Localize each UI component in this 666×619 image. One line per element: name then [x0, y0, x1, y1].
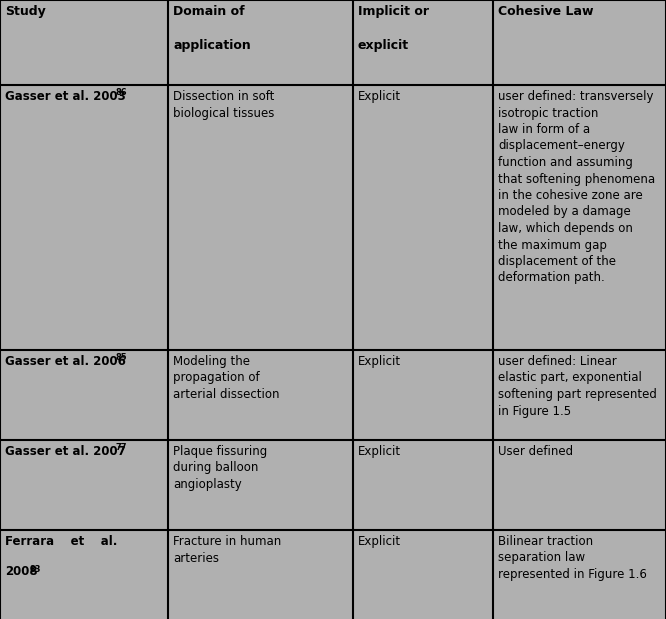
Text: user defined: transversely
isotropic traction
law in form of a
displacement–ener: user defined: transversely isotropic tra…: [498, 90, 655, 285]
Text: Study: Study: [5, 5, 46, 18]
Text: user defined: Linear
elastic part, exponential
softening part represented
in Fig: user defined: Linear elastic part, expon…: [498, 355, 657, 417]
Text: Bilinear traction
separation law
represented in Figure 1.6: Bilinear traction separation law represe…: [498, 535, 647, 581]
Text: Gasser et al. 2003: Gasser et al. 2003: [5, 90, 126, 103]
Text: 77: 77: [115, 443, 127, 452]
Text: Modeling the
propagation of
arterial dissection: Modeling the propagation of arterial dis…: [173, 355, 280, 401]
Text: Plaque fissuring
during balloon
angioplasty: Plaque fissuring during balloon angiopla…: [173, 445, 267, 491]
Text: Dissection in soft
biological tissues: Dissection in soft biological tissues: [173, 90, 274, 119]
Text: 83: 83: [29, 565, 41, 574]
Text: Fracture in human
arteries: Fracture in human arteries: [173, 535, 281, 565]
Text: Explicit: Explicit: [358, 90, 401, 103]
Text: Implicit or

explicit: Implicit or explicit: [358, 5, 429, 52]
Text: 2008: 2008: [5, 565, 37, 578]
Text: Cohesive Law: Cohesive Law: [498, 5, 593, 18]
Text: Explicit: Explicit: [358, 355, 401, 368]
Text: User defined: User defined: [498, 445, 573, 458]
Text: Gasser et al. 2007: Gasser et al. 2007: [5, 445, 126, 458]
Text: 86: 86: [115, 88, 127, 97]
Text: Gasser et al. 2006: Gasser et al. 2006: [5, 355, 126, 368]
Text: Explicit: Explicit: [358, 445, 401, 458]
Text: 85: 85: [115, 353, 127, 362]
Text: Explicit: Explicit: [358, 535, 401, 548]
Text: Ferrara    et    al.: Ferrara et al.: [5, 535, 117, 548]
Text: Domain of

application: Domain of application: [173, 5, 251, 52]
